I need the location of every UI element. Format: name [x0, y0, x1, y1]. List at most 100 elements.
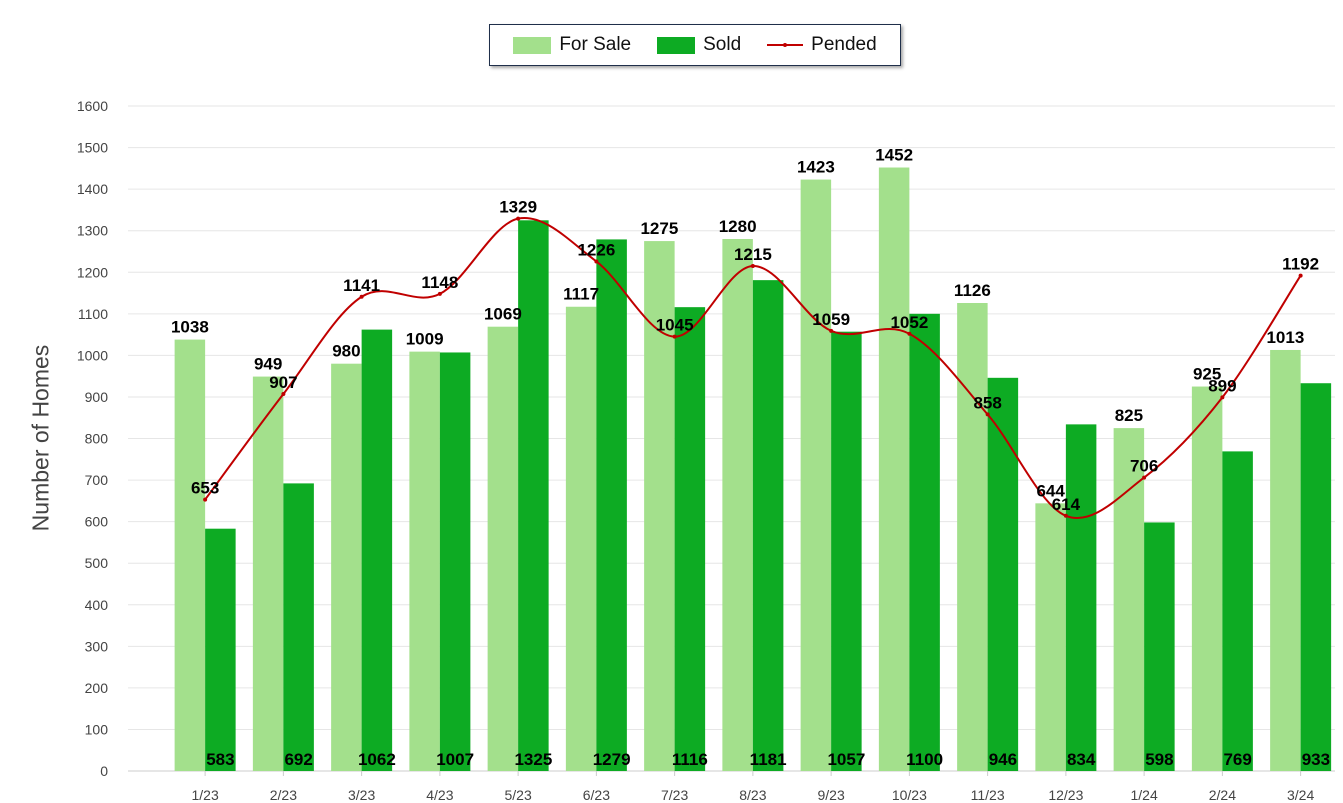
data-label-for-sale: 1452 [875, 146, 913, 165]
legend: For Sale Sold Pended [489, 24, 901, 66]
data-label-pended: 653 [191, 479, 219, 498]
data-label-pended: 614 [1052, 495, 1081, 514]
bar-for-sale [644, 241, 675, 771]
data-label-sold: 1325 [514, 750, 552, 769]
bar-for-sale [1270, 349, 1301, 771]
data-label-pended: 1045 [656, 316, 694, 335]
y-tick-label: 1500 [77, 140, 108, 156]
point-pended [1298, 273, 1303, 278]
y-tick-label: 900 [85, 389, 109, 405]
data-label-for-sale: 1117 [563, 285, 599, 304]
bar-for-sale [174, 339, 206, 771]
data-label-for-sale: 1069 [484, 305, 522, 324]
data-label-pended: 1148 [421, 273, 458, 292]
point-pended [907, 331, 912, 336]
data-label-for-sale: 1009 [406, 330, 444, 349]
x-tick-label: 2/24 [1209, 787, 1236, 803]
legend-label-pended: Pended [811, 34, 877, 55]
point-pended [359, 294, 364, 299]
data-label-pended: 706 [1130, 457, 1158, 476]
bar-sold [205, 528, 236, 771]
data-label-sold: 1279 [593, 750, 631, 769]
data-label-pended: 1052 [890, 313, 928, 332]
y-tick-label: 100 [85, 721, 109, 737]
bar-sold [674, 307, 706, 771]
legend-item-for-sale: For Sale [513, 34, 631, 56]
x-tick-label: 7/23 [661, 787, 688, 803]
bar-for-sale [722, 239, 753, 771]
data-label-for-sale: 1038 [171, 318, 209, 337]
y-tick-label: 1400 [77, 181, 108, 197]
legend-swatch-for-sale [513, 36, 552, 54]
legend-swatch-sold [657, 36, 696, 54]
data-label-pended: 858 [973, 393, 1001, 412]
x-tick-label: 3/23 [348, 787, 375, 803]
y-tick-label: 300 [85, 638, 109, 654]
bar-sold [987, 377, 1019, 771]
bar-sold [752, 280, 784, 771]
x-tick-label: 1/24 [1131, 787, 1158, 803]
bar-sold [1065, 424, 1097, 771]
bar-sold [596, 239, 627, 771]
data-label-sold: 1062 [358, 750, 396, 769]
point-pended [516, 216, 521, 221]
legend-item-sold: Sold [657, 34, 741, 56]
bar-for-sale [487, 326, 519, 771]
data-label-sold: 1116 [672, 750, 708, 769]
bar-for-sale [800, 179, 832, 772]
bar-for-sale [252, 376, 284, 771]
data-label-for-sale: 1013 [1266, 328, 1304, 347]
y-tick-label: 1300 [77, 223, 108, 239]
x-tick-label: 8/23 [739, 787, 766, 803]
point-pended [594, 259, 599, 264]
bar-for-sale [409, 351, 440, 771]
y-tick-label: 0 [100, 763, 108, 779]
bar-sold [1300, 383, 1332, 771]
legend-item-pended: Pended [767, 34, 877, 56]
data-label-for-sale: 644 [1036, 481, 1065, 500]
data-label-for-sale: 825 [1115, 406, 1143, 425]
x-tick-label: 4/23 [426, 787, 453, 803]
data-label-for-sale: 1280 [719, 217, 757, 236]
bar-for-sale [1113, 428, 1145, 771]
y-tick-label: 1200 [77, 264, 108, 280]
data-label-pended: 1329 [499, 198, 537, 217]
data-label-sold: 1100 [906, 750, 943, 769]
data-label-sold: 583 [206, 750, 234, 769]
x-tick-label: 3/24 [1287, 787, 1314, 803]
point-pended [829, 328, 834, 333]
data-label-sold: 834 [1067, 750, 1096, 769]
data-label-pended: 907 [269, 373, 297, 392]
y-tick-label: 800 [85, 431, 109, 447]
data-label-for-sale: 1423 [797, 158, 835, 177]
x-tick-label: 9/23 [818, 787, 845, 803]
legend-swatch-pended [767, 39, 804, 51]
legend-label-for-sale: For Sale [559, 34, 632, 55]
point-pended [672, 334, 677, 339]
x-tick-label: 6/23 [583, 787, 610, 803]
data-label-pended: 1141 [343, 276, 380, 295]
x-tick-label: 12/23 [1048, 787, 1083, 803]
data-label-for-sale: 1275 [640, 219, 678, 238]
bar-sold [361, 329, 393, 771]
data-label-for-sale: 1126 [954, 281, 991, 300]
data-label-sold: 598 [1145, 750, 1173, 769]
y-tick-label: 400 [85, 597, 109, 613]
data-label-pended: 899 [1208, 376, 1236, 395]
bar-for-sale [565, 306, 597, 771]
y-tick-label: 1600 [77, 98, 108, 114]
x-tick-label: 11/23 [971, 787, 1005, 803]
data-label-for-sale: 980 [332, 342, 360, 361]
data-label-sold: 1007 [436, 750, 474, 769]
x-tick-label: 10/23 [892, 787, 927, 803]
bar-for-sale [331, 363, 362, 771]
legend-label-sold: Sold [703, 34, 742, 55]
bar-sold [1144, 522, 1175, 771]
data-label-sold: 692 [284, 750, 312, 769]
data-label-for-sale: 949 [254, 355, 282, 374]
bar-for-sale [957, 303, 988, 771]
point-pended [750, 264, 755, 269]
x-tick-label: 1/23 [192, 787, 219, 803]
point-pended [1142, 475, 1147, 480]
